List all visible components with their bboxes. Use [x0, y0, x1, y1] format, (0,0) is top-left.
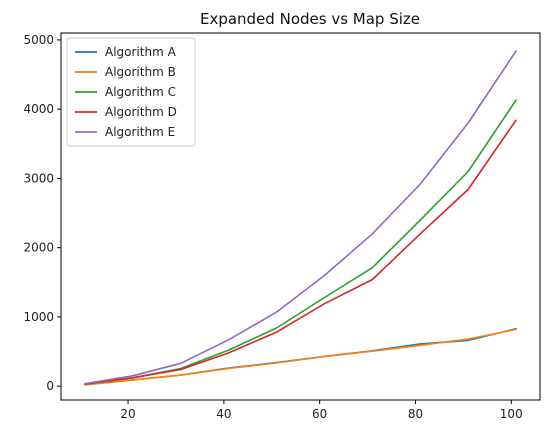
- legend-box: [66, 37, 196, 147]
- x-tick-label: 80: [408, 407, 423, 421]
- chart-title: Expanded Nodes vs Map Size: [200, 10, 420, 28]
- legend-label: Algorithm A: [105, 45, 177, 59]
- plot-area: 20 40 60 80 100010002000300040005000Algorith…: [23, 32, 541, 421]
- y-tick-label: 2000: [23, 241, 54, 255]
- y-tick-label: 3000: [23, 171, 54, 185]
- y-tick-label: 5000: [23, 33, 54, 47]
- series-line-algorithm-a: [84, 327, 517, 386]
- legend-label: Algorithm C: [105, 85, 176, 99]
- legend-label: Algorithm B: [105, 65, 176, 79]
- series-line-algorithm-e: [84, 50, 517, 385]
- x-tick-label: 20: [120, 407, 135, 421]
- x-tick-label: 40: [216, 407, 231, 421]
- y-tick-label: 1000: [23, 310, 54, 324]
- y-tick-label: 0: [46, 379, 54, 393]
- plot-frame: [60, 32, 541, 401]
- legend: Algorithm A Algorithm B Algorithm C Algorit…: [66, 37, 196, 147]
- x-tick-label: 60: [312, 407, 327, 421]
- legend-label: Algorithm E: [105, 125, 175, 139]
- series-line-algorithm-d: [84, 119, 517, 385]
- x-tick-label: 100: [500, 407, 523, 421]
- y-tick-label: 4000: [23, 102, 54, 116]
- legend-label: Algorithm D: [105, 105, 177, 119]
- series-line-algorithm-b: [84, 328, 517, 386]
